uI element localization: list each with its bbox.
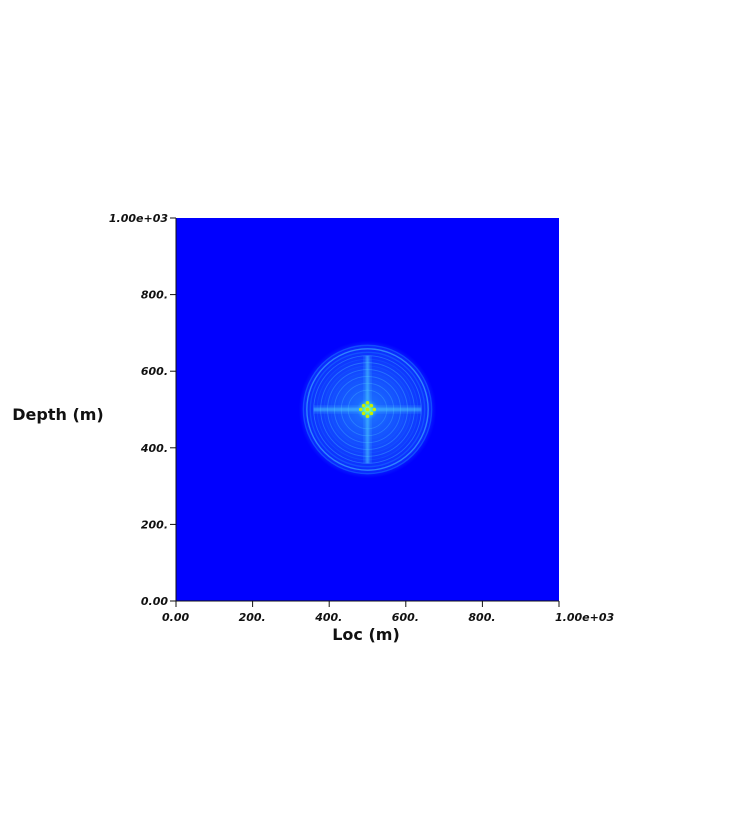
y-tick-label: 0.00 [141, 595, 168, 608]
y-tick-label: 200. [141, 518, 168, 531]
y-tick-label: 400. [140, 442, 168, 455]
wavefront-ring [309, 351, 426, 468]
source-hotspot [365, 400, 370, 405]
x-tick-label: 200. [239, 611, 266, 624]
source-hotspot [358, 407, 363, 412]
x-axis-label: Loc (m) [332, 625, 400, 644]
source-hotspot [372, 407, 377, 412]
plot-area [176, 218, 559, 601]
x-axis: 0.00 200. 400. 600. 800. 1.00e+03 [162, 600, 614, 624]
x-tick-label: 800. [468, 611, 495, 624]
y-tick-label: 1.00e+03 [109, 212, 168, 225]
source-hotspot [361, 411, 366, 416]
x-tick-label: 0.00 [162, 611, 189, 624]
x-tick-label: 1.00e+03 [555, 611, 614, 624]
source-hotspot [361, 403, 366, 408]
y-axis-label: Depth (m) [12, 405, 104, 424]
wavefront-ring [306, 348, 429, 471]
source-hotspot [365, 407, 370, 412]
y-tick-label: 800. [141, 289, 168, 302]
x-tick-label: 400. [314, 611, 342, 624]
y-axis: 0.00 200. 400. 600. 800. 1.00e+03 [109, 212, 177, 608]
wavefront-ring [302, 344, 433, 475]
source-hotspot [365, 414, 370, 419]
source-hotspot [369, 411, 374, 416]
x-tick-label: 600. [392, 611, 419, 624]
y-tick-label: 600. [141, 365, 168, 378]
source-hotspot [369, 403, 374, 408]
